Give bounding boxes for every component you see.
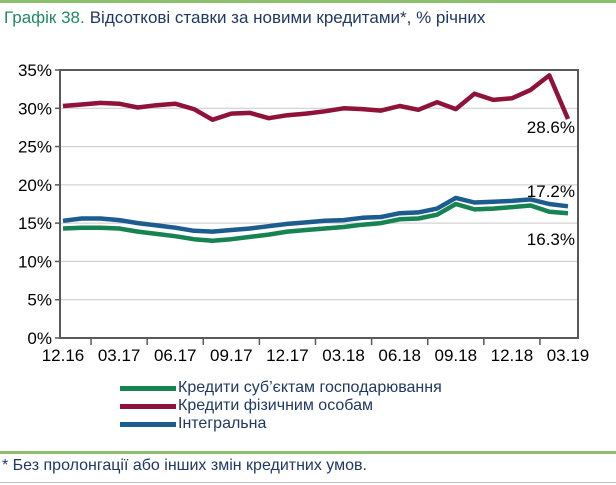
x-axis-label: 03.19 <box>547 346 590 365</box>
x-axis-label: 09.17 <box>210 346 253 365</box>
corporate-loans-legend-swatch <box>120 385 176 391</box>
chart-legend: Кредити суб’єктам господарювання Кредити … <box>120 379 442 433</box>
data-label: 28.6% <box>527 118 575 137</box>
x-axis-label: 12.16 <box>42 346 85 365</box>
x-axis-label: 12.17 <box>266 346 309 365</box>
data-label: 16.3% <box>527 230 575 249</box>
chart-title: Графік 38. Відсоткові ставки за новими кр… <box>4 7 485 28</box>
x-axis-label: 12.18 <box>491 346 534 365</box>
data-label: 17.2% <box>527 182 575 201</box>
plot-border <box>59 69 579 339</box>
legend-item-household-loans: Кредити фізичним особам <box>120 397 442 415</box>
y-axis-label: 5% <box>27 291 52 310</box>
chart-number: Графік 38. <box>4 8 85 27</box>
y-axis-label: 35% <box>18 61 52 80</box>
footnote: * Без пролонгації або інших змін кредитн… <box>2 457 367 474</box>
household-loans-legend-swatch <box>120 403 176 409</box>
corporate-loans-line <box>62 201 569 244</box>
integral-legend-swatch <box>120 421 176 427</box>
y-axis-label: 20% <box>18 176 52 195</box>
footnote-divider <box>0 451 616 454</box>
x-axis-label: 03.18 <box>322 346 365 365</box>
y-axis-label: 15% <box>18 214 52 233</box>
top-accent-bar <box>0 0 616 3</box>
x-axis-label: 06.17 <box>154 346 197 365</box>
household-loans-legend-label: Кредити фізичним особам <box>178 397 373 414</box>
interest-rates-line-chart: 0% 5% 10% 15% 20% 25% 30% 35% 12.16 03.17 06.17 09.… <box>18 61 590 365</box>
chart-title-text: Відсоткові ставки за новими кредитами*, … <box>89 8 486 27</box>
integral-line <box>62 195 569 234</box>
y-axis-label: 0% <box>27 329 52 348</box>
x-axis-label: 09.18 <box>435 346 478 365</box>
x-axis-label: 03.17 <box>98 346 141 365</box>
y-axis-label: 25% <box>18 138 52 157</box>
x-axis-label: 06.18 <box>378 346 421 365</box>
y-axis-label: 30% <box>18 99 52 118</box>
corporate-loans-legend-label: Кредити суб’єктам господарювання <box>178 379 442 396</box>
legend-item-corporate-loans: Кредити суб’єктам господарювання <box>120 379 442 397</box>
integral-legend-label: Інтегральна <box>178 415 267 432</box>
household-loans-line <box>62 73 571 123</box>
bottom-border <box>0 482 616 483</box>
legend-item-integral: Інтегральна <box>120 415 442 433</box>
y-axis-label: 10% <box>18 252 52 271</box>
